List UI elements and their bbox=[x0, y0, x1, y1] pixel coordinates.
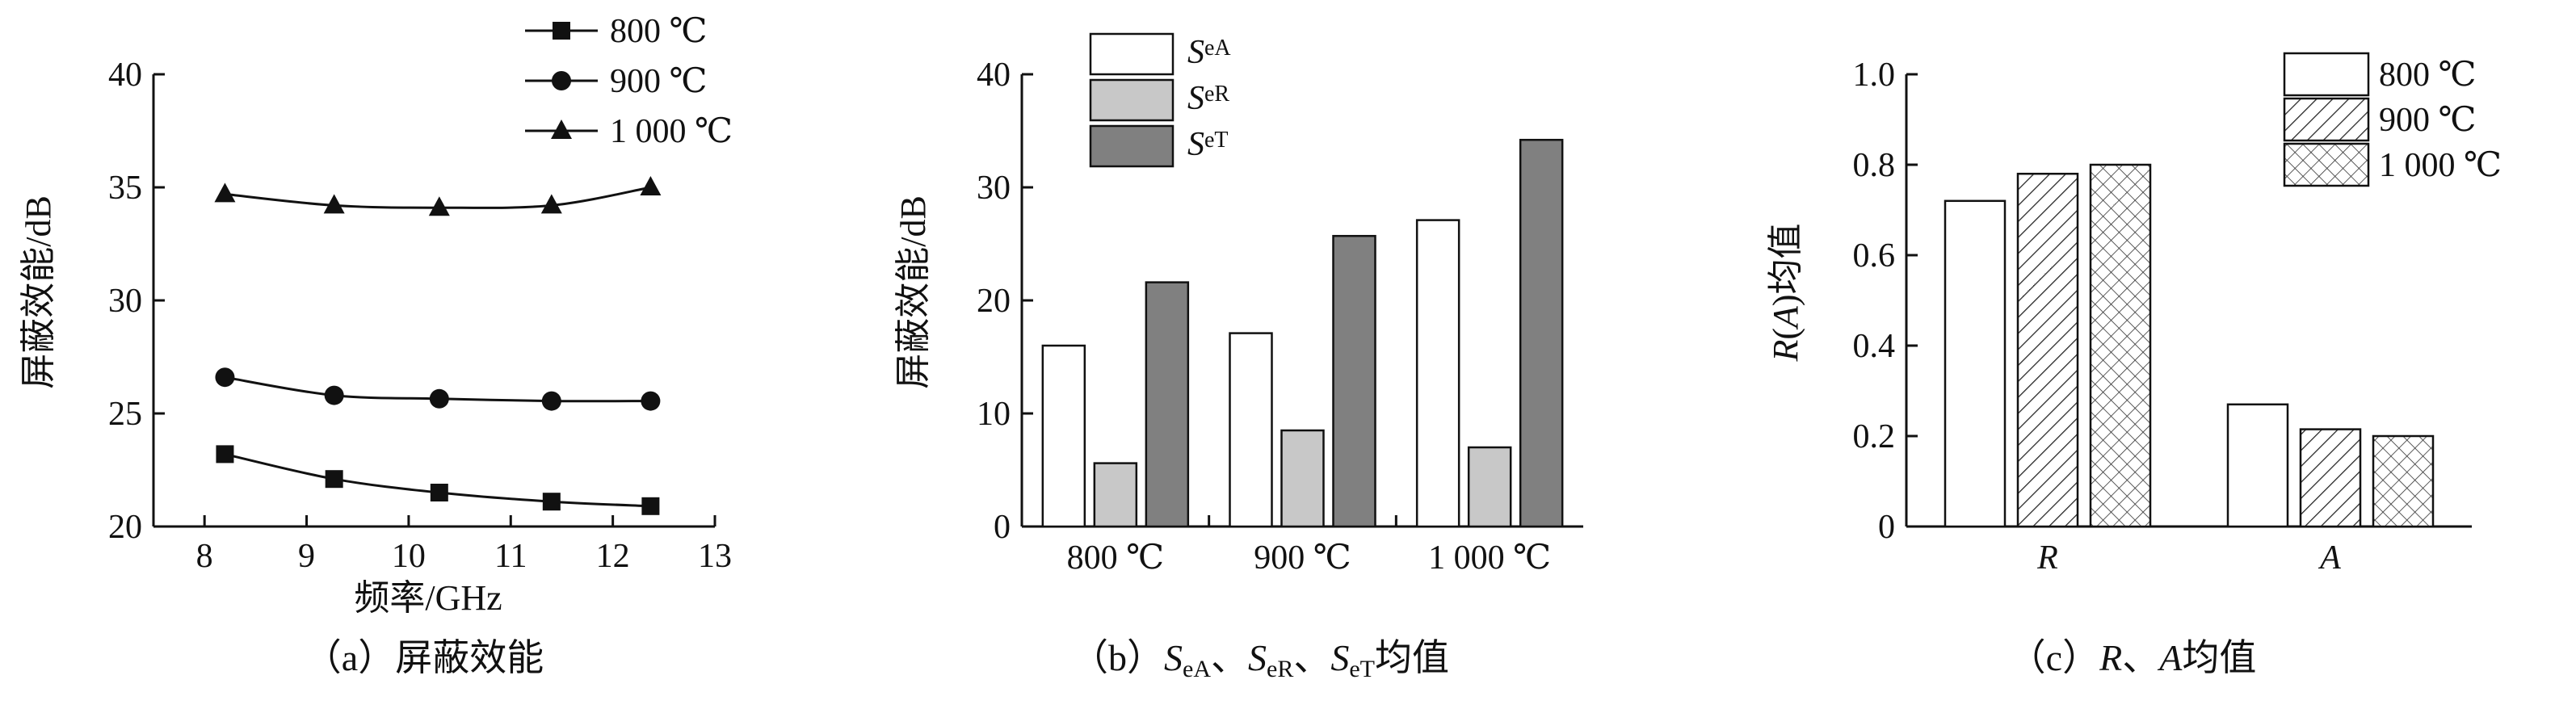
panel-b-ytick-label: 10 bbox=[977, 396, 1011, 433]
panel-c-xtick-label: R bbox=[2036, 539, 2058, 577]
panel-c-ytick-label: 0.2 bbox=[1853, 418, 1896, 455]
panel-b-ylabel: 屏蔽效能/dB bbox=[893, 195, 933, 389]
panel-c-xtick-label: A bbox=[2318, 539, 2341, 577]
panel-c-bar-chart: 0 0.2 0.4 0.6 0.8 1.0 R A 800 ℃ 900 ℃ 1 000 ℃ R(A… bbox=[1766, 52, 2502, 678]
panel-c-ylabel: R(A)均值 bbox=[1766, 223, 1805, 362]
panel-b-axes: 0 10 20 30 40 800 ℃ 900 ℃ 1 000 ℃ bbox=[977, 57, 1583, 577]
panel-c-ytick-label: 0 bbox=[1878, 509, 1895, 546]
panel-c-caption: （c）R、A均值 bbox=[2009, 637, 2257, 678]
panel-a-legend-label-0: 800 ℃ bbox=[610, 13, 707, 50]
panel-b-ytick-label: 40 bbox=[977, 57, 1011, 94]
panel-a-point-0-4 bbox=[641, 497, 660, 515]
panel-b-bar-chart: 0 10 20 30 40 800 ℃ 900 ℃ 1 000 ℃ SeA SeR SeT 屏蔽效… bbox=[893, 32, 1583, 682]
panel-a-point-2-1 bbox=[323, 194, 345, 214]
panel-b-xtick-label: 800 ℃ bbox=[1067, 539, 1164, 577]
panel-b-legend-swatch-2 bbox=[1089, 124, 1175, 168]
panel-a-xtick-label: 9 bbox=[298, 538, 315, 575]
panel-a-legend-marker-0 bbox=[553, 22, 570, 40]
panel-a-axes: 20 25 30 35 40 8 9 10 11 12 13 bbox=[108, 57, 732, 575]
panel-a-ytick-label: 30 bbox=[108, 283, 142, 320]
panel-c-legend-label-2: 1 000 ℃ bbox=[2379, 147, 2502, 184]
panel-a-ytick-label: 40 bbox=[108, 57, 142, 94]
panel-a-point-1-2 bbox=[429, 388, 449, 409]
panel-b-bar-1-1 bbox=[1280, 429, 1325, 528]
panel-c-bar-1-0 bbox=[2226, 403, 2289, 528]
panel-a-xtick-label: 12 bbox=[596, 538, 630, 575]
panel-b-bar-2-1 bbox=[1467, 446, 1512, 528]
panel-c-ytick-label: 0.8 bbox=[1853, 147, 1896, 184]
panel-b-bar-0-0 bbox=[1041, 344, 1086, 528]
panel-a-point-0-1 bbox=[325, 470, 343, 489]
panel-a-point-0-0 bbox=[216, 445, 234, 464]
panel-a-point-2-4 bbox=[640, 176, 662, 195]
panel-b-legend: SeA SeR SeT bbox=[1089, 32, 1231, 168]
panel-c-bar-0-0 bbox=[1944, 199, 2007, 528]
panel-a-xtick-label: 10 bbox=[392, 538, 426, 575]
panel-a-line-chart: 20 25 30 35 40 8 9 10 11 12 13 800 ℃ 900 ℃ 1 000 ℃ 频… bbox=[19, 13, 733, 678]
panel-b-bar-0-2 bbox=[1145, 281, 1190, 528]
panel-c-legend-swatch-0 bbox=[2283, 52, 2370, 97]
panel-c-legend-label-0: 800 ℃ bbox=[2379, 57, 2476, 94]
panel-b-caption: （b）SeA、SeR、SeT均值 bbox=[1071, 637, 1449, 682]
panel-a-legend-marker-1 bbox=[552, 71, 571, 90]
panel-a-legend-label-2: 1 000 ℃ bbox=[610, 113, 733, 150]
panel-a-legend: 800 ℃ 900 ℃ 1 000 ℃ bbox=[525, 13, 733, 150]
panel-c-bar-1-1 bbox=[2299, 428, 2362, 528]
panel-c-bar-0-1 bbox=[2016, 172, 2079, 528]
panel-b-legend-swatch-0 bbox=[1089, 32, 1175, 76]
panel-a-point-0-2 bbox=[430, 484, 448, 501]
panel-a-xlabel: 频率/GHz bbox=[354, 578, 502, 618]
panel-c-legend-label-1: 900 ℃ bbox=[2379, 102, 2476, 139]
panel-b-bar-2-0 bbox=[1415, 219, 1460, 528]
panel-a-xtick-label: 13 bbox=[698, 538, 732, 575]
panel-a-point-0-3 bbox=[542, 493, 561, 511]
panel-a-series bbox=[214, 176, 662, 515]
panel-a-point-2-3 bbox=[540, 194, 562, 214]
panel-a-point-2-2 bbox=[428, 196, 450, 216]
panel-a-point-1-1 bbox=[324, 385, 344, 405]
panel-c-legend: 800 ℃ 900 ℃ 1 000 ℃ bbox=[2283, 52, 2502, 187]
panel-b-bar-1-0 bbox=[1229, 332, 1273, 528]
panel-b-ytick-label: 0 bbox=[994, 509, 1011, 546]
panel-c-bar-0-2 bbox=[2089, 163, 2152, 528]
panel-a-point-1-4 bbox=[641, 391, 661, 411]
panel-a-legend-label-1: 900 ℃ bbox=[610, 63, 707, 100]
panel-b-legend-label-1: SeR bbox=[1187, 80, 1229, 117]
panel-c-ytick-label: 0.6 bbox=[1853, 237, 1896, 275]
panel-a-point-1-3 bbox=[541, 391, 561, 411]
panel-c-bars bbox=[1944, 163, 2435, 528]
panel-c-legend-swatch-2 bbox=[2283, 142, 2370, 187]
panel-c-legend-swatch-1 bbox=[2283, 97, 2370, 142]
panel-b-ytick-label: 30 bbox=[977, 170, 1011, 207]
panel-b-xtick-label: 1 000 ℃ bbox=[1428, 539, 1551, 577]
panel-b-bar-2-2 bbox=[1519, 138, 1564, 528]
panel-a-point-2-0 bbox=[214, 182, 236, 203]
panel-a-ytick-label: 20 bbox=[108, 509, 142, 546]
panel-b-xtick-label: 900 ℃ bbox=[1254, 539, 1351, 577]
panel-c-bar-1-2 bbox=[2372, 434, 2435, 528]
panel-b-bar-1-2 bbox=[1332, 234, 1376, 528]
panel-a-ytick-label: 25 bbox=[108, 396, 142, 433]
panel-b-legend-label-0: SeA bbox=[1187, 34, 1231, 71]
panel-c-ytick-label: 1.0 bbox=[1853, 57, 1896, 94]
panel-b-legend-label-2: SeT bbox=[1187, 126, 1229, 163]
panel-a-ylabel: 屏蔽效能/dB bbox=[19, 195, 58, 389]
panel-a-legend-marker-2 bbox=[551, 120, 572, 139]
panel-a-xtick-label: 11 bbox=[494, 538, 527, 575]
panel-a-caption: （a）屏蔽效能 bbox=[305, 637, 544, 678]
panel-b-legend-swatch-1 bbox=[1089, 78, 1175, 122]
panel-a-point-1-0 bbox=[215, 367, 235, 388]
panel-c-ytick-label: 0.4 bbox=[1853, 328, 1896, 365]
panel-b-bar-0-1 bbox=[1093, 462, 1138, 528]
panel-a-xtick-label: 8 bbox=[196, 538, 213, 575]
panel-a-ytick-label: 35 bbox=[108, 170, 142, 207]
panel-b-ytick-label: 20 bbox=[977, 283, 1011, 320]
panel-b-bars bbox=[1041, 138, 1564, 528]
